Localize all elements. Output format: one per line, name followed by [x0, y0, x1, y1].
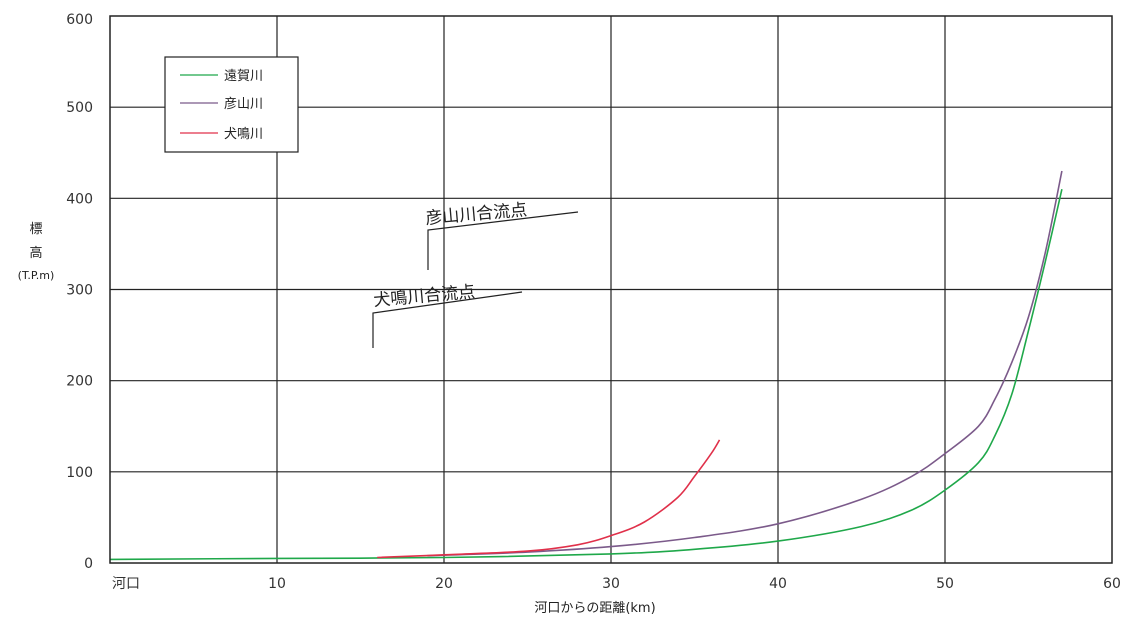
legend-label-hikosangawa: 彦山川: [224, 96, 263, 112]
plot-area-frame: [109, 15, 1113, 564]
annotation-label-inunakigawa: 犬鳴川合流点: [373, 282, 476, 311]
legend-box: [164, 56, 299, 153]
x-tick-label: 60: [1103, 576, 1121, 592]
y-axis-label-line-2: 高: [29, 245, 42, 261]
x-tick-label: 50: [936, 576, 954, 592]
y-tick-label: 400: [66, 191, 93, 207]
y-tick-label: 0: [84, 556, 93, 572]
annotation-inunakigawa-confluence: 犬鳴川合流点: [372, 282, 523, 348]
x-tick-label: 40: [769, 576, 787, 592]
x-tick-label: 10: [268, 576, 286, 592]
annotation-leader-hikosangawa: [427, 211, 579, 270]
annotation-leader-inunakigawa: [372, 291, 523, 348]
x-tick-label: 河口: [112, 576, 140, 592]
x-axis-label: 河口からの距離(km): [534, 601, 655, 616]
series-line-0: [109, 189, 1063, 561]
y-tick-label: 500: [66, 100, 93, 116]
y-tick-label: 600: [66, 12, 93, 28]
y-axis-label-line-3: (T.P.m): [18, 269, 55, 282]
y-axis-label-line-1: 標: [29, 222, 42, 237]
y-tick-label: 200: [66, 374, 93, 390]
legend: 遠賀川 彦山川 犬鳴川: [164, 56, 299, 153]
y-axis-label: 標 高 (T.P.m): [18, 222, 55, 282]
x-tick-label: 30: [602, 576, 620, 592]
annotation-hikosangawa-confluence: 彦山川合流点: [425, 200, 579, 270]
legend-label-inunakigawa: 犬鳴川: [224, 127, 263, 142]
grid-lines: [110, 16, 1112, 563]
x-axis-ticks: 河口 10 20 30 40 50 60: [112, 576, 1121, 592]
series-line-1: [427, 170, 1063, 557]
series-line-2: [377, 439, 721, 559]
series-lines: [109, 170, 1063, 561]
y-tick-label: 300: [66, 283, 93, 299]
x-tick-label: 20: [435, 576, 453, 592]
y-tick-label: 100: [66, 465, 93, 481]
legend-label-ongagawa: 遠賀川: [224, 69, 263, 84]
y-axis-ticks: 0 100 200 300 400 500 600: [66, 12, 93, 572]
